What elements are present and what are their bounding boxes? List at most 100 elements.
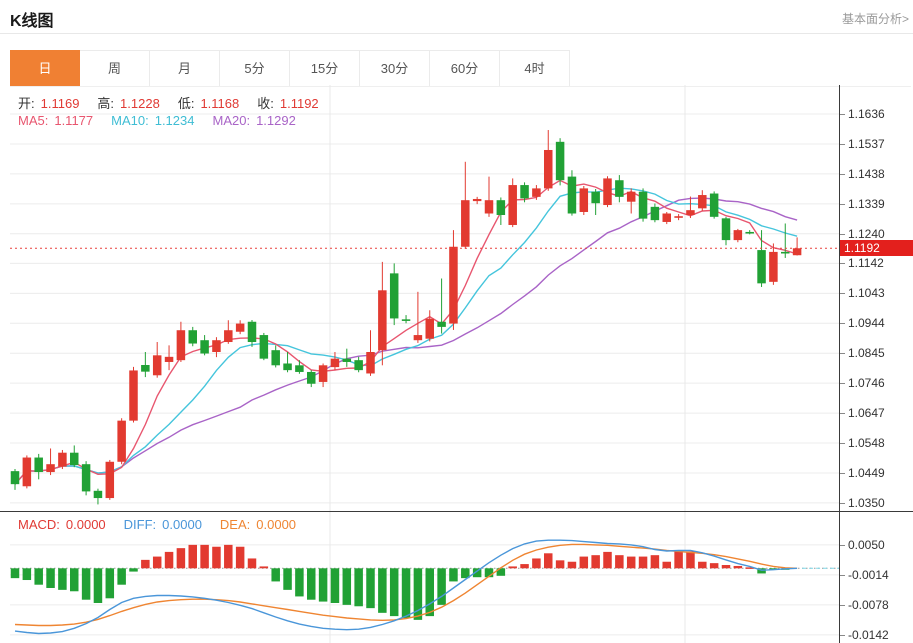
y-axis-tick [840, 203, 845, 205]
candle [295, 365, 304, 372]
macd-bar [330, 568, 340, 603]
tab-15分[interactable]: 15分 [290, 50, 360, 87]
macd-bar [674, 550, 683, 569]
fundamental-analysis-link[interactable]: 基本面分析> [841, 12, 909, 26]
macd-bar [152, 556, 162, 569]
high-label: 高: [97, 96, 115, 111]
macd-bar [342, 568, 352, 605]
diff-label: DIFF: [123, 517, 157, 532]
macd-bar [591, 555, 600, 569]
macd-bar [93, 568, 103, 603]
y-axis-label: -0.0014 [848, 567, 889, 582]
candle [307, 371, 316, 384]
candle [164, 356, 174, 362]
y-axis-tick [840, 353, 845, 355]
y-axis-label: 1.0647 [848, 406, 885, 421]
candle [22, 457, 32, 487]
macd-bar [733, 565, 743, 569]
y-axis-label: 1.1043 [848, 286, 885, 301]
candle [247, 321, 257, 343]
candle [141, 365, 150, 372]
tab-5分[interactable]: 5分 [220, 50, 290, 87]
macd-bar [662, 561, 671, 569]
macd-bar [378, 568, 387, 613]
tab-周[interactable]: 周 [80, 50, 150, 87]
macd-bar [176, 548, 186, 569]
candle [709, 193, 719, 217]
ma20-label: MA20: [212, 113, 251, 128]
ohlc-legend: 开: 1.1169 高: 1.1228 低: 1.1168 收: 1.1192 [18, 93, 325, 112]
y-axis-tick [840, 143, 845, 145]
macd-bar [425, 568, 434, 617]
main-candlestick-chart[interactable] [10, 85, 839, 511]
candle [650, 206, 660, 221]
candle [532, 188, 541, 197]
tab-4时[interactable]: 4时 [500, 50, 570, 87]
candle [461, 200, 470, 247]
macd-bar [46, 568, 55, 588]
macd-bar [698, 561, 707, 569]
ma20-line [14, 197, 798, 485]
tab-30分[interactable]: 30分 [360, 50, 430, 87]
y-axis-label: 1.0845 [848, 346, 885, 361]
macd-histogram [10, 544, 790, 620]
candle [508, 185, 517, 225]
y-axis-tick [840, 323, 845, 325]
macd-bar [496, 568, 506, 576]
candle [674, 216, 683, 218]
y-axis-label: 1.1438 [848, 166, 885, 181]
macd-bar [508, 566, 517, 569]
macd-bar [555, 560, 565, 569]
ma10-line [14, 187, 798, 485]
macd-bar [721, 565, 731, 569]
tab-日[interactable]: 日 [10, 50, 80, 87]
macd-bar [117, 568, 126, 585]
macd-bar [567, 561, 577, 569]
y-axis-tick [840, 114, 845, 115]
candle [555, 141, 565, 181]
high-value: 1.1228 [120, 96, 160, 111]
y-axis-label: -0.0078 [848, 597, 889, 612]
y-axis-tick [840, 502, 845, 504]
candle [413, 335, 423, 341]
macd-bar [615, 555, 624, 569]
macd-bar [626, 556, 636, 569]
tab-60分[interactable]: 60分 [430, 50, 500, 87]
candle [792, 248, 802, 256]
macd-bar [745, 567, 754, 569]
candle [389, 273, 399, 319]
candle [152, 355, 162, 376]
tab-月[interactable]: 月 [150, 50, 220, 87]
candle [472, 198, 482, 202]
y-axis-label: 1.1142 [848, 256, 884, 271]
macd-bar [709, 563, 719, 569]
y-axis-tick [840, 413, 845, 415]
dea-label: DEA: [219, 517, 251, 532]
y-axis-label: 1.1240 [848, 226, 885, 241]
macd-bar [224, 544, 233, 569]
y-axis-tick [840, 544, 845, 546]
candle [271, 350, 280, 366]
main-grid [10, 85, 839, 511]
y-axis-tick [840, 443, 845, 445]
candle [769, 251, 778, 282]
candle [366, 351, 375, 374]
macd-bar [603, 551, 612, 569]
candle [318, 365, 328, 382]
macd-bar [401, 568, 411, 618]
candle [212, 340, 221, 352]
macd-chart[interactable] [10, 512, 839, 643]
macd-bar [354, 568, 363, 607]
macd-bar [520, 564, 529, 569]
y-axis-label: 1.1537 [848, 136, 885, 151]
macd-bar [318, 568, 328, 602]
ma5-value: 1.1177 [54, 113, 94, 128]
candle [259, 335, 269, 359]
candle [283, 363, 292, 371]
candle [757, 250, 766, 284]
y-axis-label: 1.0548 [848, 436, 885, 451]
macd-bar [484, 568, 494, 578]
macd-legend: MACD: 0.0000 DIFF: 0.0000 DEA: 0.0000 [18, 517, 302, 532]
macd-bar [188, 544, 197, 569]
